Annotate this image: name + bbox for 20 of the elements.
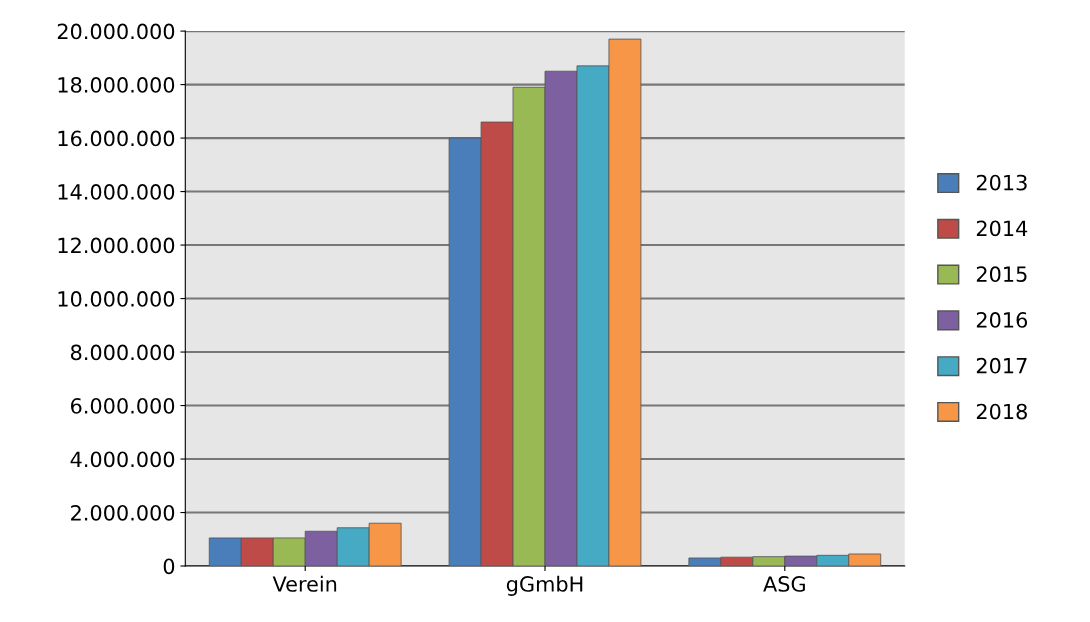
y-tick-label: 14.000.000 xyxy=(58,184,175,200)
legend-label: 2018 xyxy=(976,403,1027,420)
legend-label: 2016 xyxy=(976,312,1028,328)
y-tick-label: 20.000.000 xyxy=(57,23,175,40)
x-tick-label: gGmbH xyxy=(506,575,583,596)
y-tick-label: 0 xyxy=(163,558,175,575)
y-tick-label: 2.000.000 xyxy=(71,504,175,521)
y-tick-label: 8.000.000 xyxy=(70,344,175,361)
legend-label: 2013 xyxy=(976,174,1027,191)
x-tick-label: ASG xyxy=(763,576,805,592)
y-tick-label: 6.000.000 xyxy=(71,398,175,414)
x-tick-label: Verein xyxy=(272,575,337,592)
y-tick-label: 12.000.000 xyxy=(58,237,175,254)
legend-label: 2014 xyxy=(976,220,1028,237)
y-tick-label: 16.000.000 xyxy=(58,130,175,147)
legend-label: 2015 xyxy=(976,266,1027,283)
y-tick-label: 18.000.000 xyxy=(58,77,175,93)
y-tick-label: 4.000.000 xyxy=(70,451,175,468)
legend-label: 2017 xyxy=(976,357,1027,374)
y-tick-label: 10.000.000 xyxy=(58,291,175,307)
